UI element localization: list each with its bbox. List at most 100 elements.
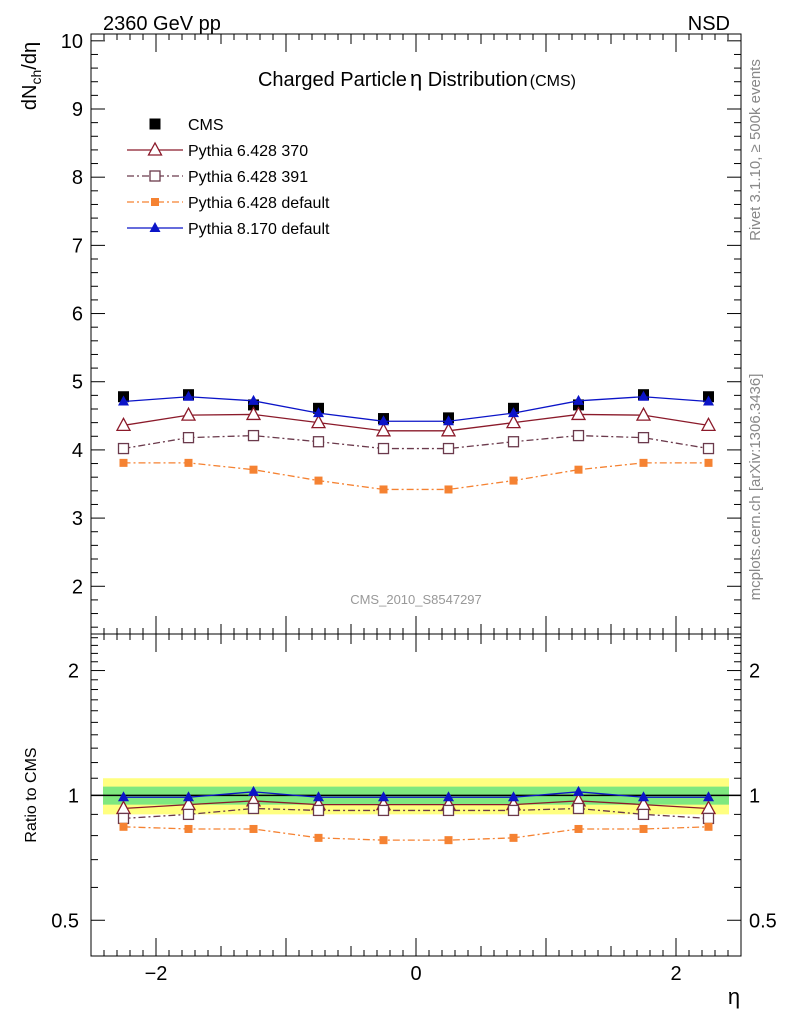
data-point: [314, 476, 323, 485]
x-tick-label: 2: [670, 963, 681, 985]
legend-label: CMS: [188, 117, 224, 134]
ratio-y-tick-label: 0.5: [51, 910, 79, 932]
data-point: [507, 436, 520, 448]
ratio-series-line: [123, 800, 709, 810]
data-point: [572, 429, 585, 442]
data-point: [704, 458, 713, 467]
data-point: [442, 442, 455, 455]
ratio-data-point: [639, 824, 648, 833]
data-point: [377, 442, 390, 455]
ratio-data-point: [119, 822, 128, 831]
ratio-data-point: [704, 822, 713, 831]
ratio-data-point: [249, 824, 258, 833]
data-point: [117, 442, 130, 455]
plot-title-eta: η: [410, 66, 422, 91]
legend-marker: [149, 222, 161, 232]
data-point: [703, 395, 714, 406]
data-point: [638, 390, 649, 401]
main-plot-panel: 2 3 4 5 6 7 8 9 10 Charged Particle η Distributio…: [19, 31, 742, 635]
legend-marker: [147, 141, 163, 156]
ratio-data-point: [509, 833, 518, 842]
main-y-tick-label: 10: [61, 31, 83, 53]
ratio-series-line: [123, 791, 709, 798]
ratio-data-point: [117, 812, 130, 825]
ratio-data-point: [638, 791, 649, 802]
plot-title: Charged Particle η Distribution (CMS): [258, 66, 576, 91]
ratio-data-point: [637, 808, 650, 821]
ratio-y-tick-label: 2: [68, 661, 79, 683]
y-label-main: dN: [19, 85, 41, 111]
mcplots-source-label: mcplots.cern.ch [arXiv:1306.3436]: [747, 374, 764, 601]
analysis-id-label: CMS_2010_S8547297: [350, 592, 482, 607]
series-pythia-8-170-default: [118, 390, 714, 426]
data-point: [635, 406, 652, 421]
data-point: [247, 429, 260, 442]
main-y-tick-label: 7: [72, 235, 83, 257]
ratio-y-tick-label-right: 1: [749, 785, 760, 807]
ratio-data-point: [183, 791, 194, 802]
ratio-data-point: [313, 791, 324, 802]
data-point: [637, 431, 650, 444]
data-point: [444, 485, 453, 494]
energy-label: 2360 GeV pp: [103, 13, 221, 35]
ratio-data-point: [182, 808, 195, 821]
data-point: [505, 414, 522, 429]
data-point: [509, 476, 518, 485]
data-point: [249, 465, 258, 474]
ratio-data-point: [508, 791, 519, 802]
legend: CMS Pythia 6.428 370 Pythia 6.428 391 Pythi…: [127, 117, 330, 238]
data-point: [184, 458, 193, 467]
series-cms: [118, 389, 714, 425]
main-y-tick-label: 5: [72, 372, 83, 394]
ratio-y-axis-label: Ratio to CMS: [23, 747, 40, 842]
ratio-data-point: [574, 824, 583, 833]
data-point: [570, 406, 587, 421]
series-line: [123, 462, 709, 491]
series-pythia-6-428-370: [115, 406, 717, 437]
series-line: [123, 413, 709, 432]
ratio-uncertainty-bands: [91, 778, 741, 815]
ratio-data-point: [507, 804, 520, 817]
data-point: [248, 399, 259, 411]
data-point: [375, 422, 392, 437]
ratio-x-ticks: −2 0 2: [103, 634, 729, 985]
ratio-series-pythia-6-428-default: [119, 822, 713, 845]
legend-label: Pythia 6.428 370: [188, 143, 308, 160]
plot-title-rest: Distribution: [422, 69, 528, 91]
ratio-data-point: [247, 802, 260, 815]
main-y-tick-label: 8: [72, 167, 83, 189]
main-y-ticks: 2 3 4 5 6 7 8 9 10: [61, 31, 741, 628]
legend-marker: [149, 170, 161, 182]
ratio-data-point: [248, 785, 259, 796]
legend-marker: [149, 118, 161, 130]
ratio-data-point: [442, 804, 455, 817]
ratio-series-pythia-8-170-default: [118, 785, 714, 802]
ratio-data-point: [379, 836, 388, 845]
ratio-data-point: [702, 812, 715, 825]
main-y-axis-label: dNch/dη: [19, 42, 44, 110]
ratio-data-point: [378, 791, 389, 802]
data-point: [700, 416, 717, 432]
main-y-tick-label: 2: [72, 576, 83, 598]
data-point: [379, 485, 388, 494]
data-point: [639, 458, 648, 467]
ratio-data-point: [703, 791, 714, 802]
ratio-data-point: [184, 824, 193, 833]
series-line: [123, 434, 709, 450]
rivet-version-label: Rivet 3.1.10, ≥ 500k events: [747, 59, 764, 241]
ratio-data-point: [573, 785, 584, 796]
data-point: [312, 436, 325, 448]
legend-item-pythia-8-170-default: Pythia 8.170 default: [127, 221, 330, 238]
legend-item-cms: CMS: [149, 117, 224, 134]
ratio-data-point: [312, 804, 325, 817]
data-point: [245, 406, 262, 421]
ratio-y-tick-label-right: 0.5: [749, 910, 777, 932]
legend-marker: [151, 198, 159, 206]
y-label-rest: /dη: [19, 42, 41, 70]
main-x-ticks: [103, 34, 729, 634]
ratio-data-point: [118, 791, 129, 802]
plot-title-tag: (CMS): [530, 73, 576, 90]
data-point: [182, 431, 195, 444]
ratio-data-point: [377, 804, 390, 817]
